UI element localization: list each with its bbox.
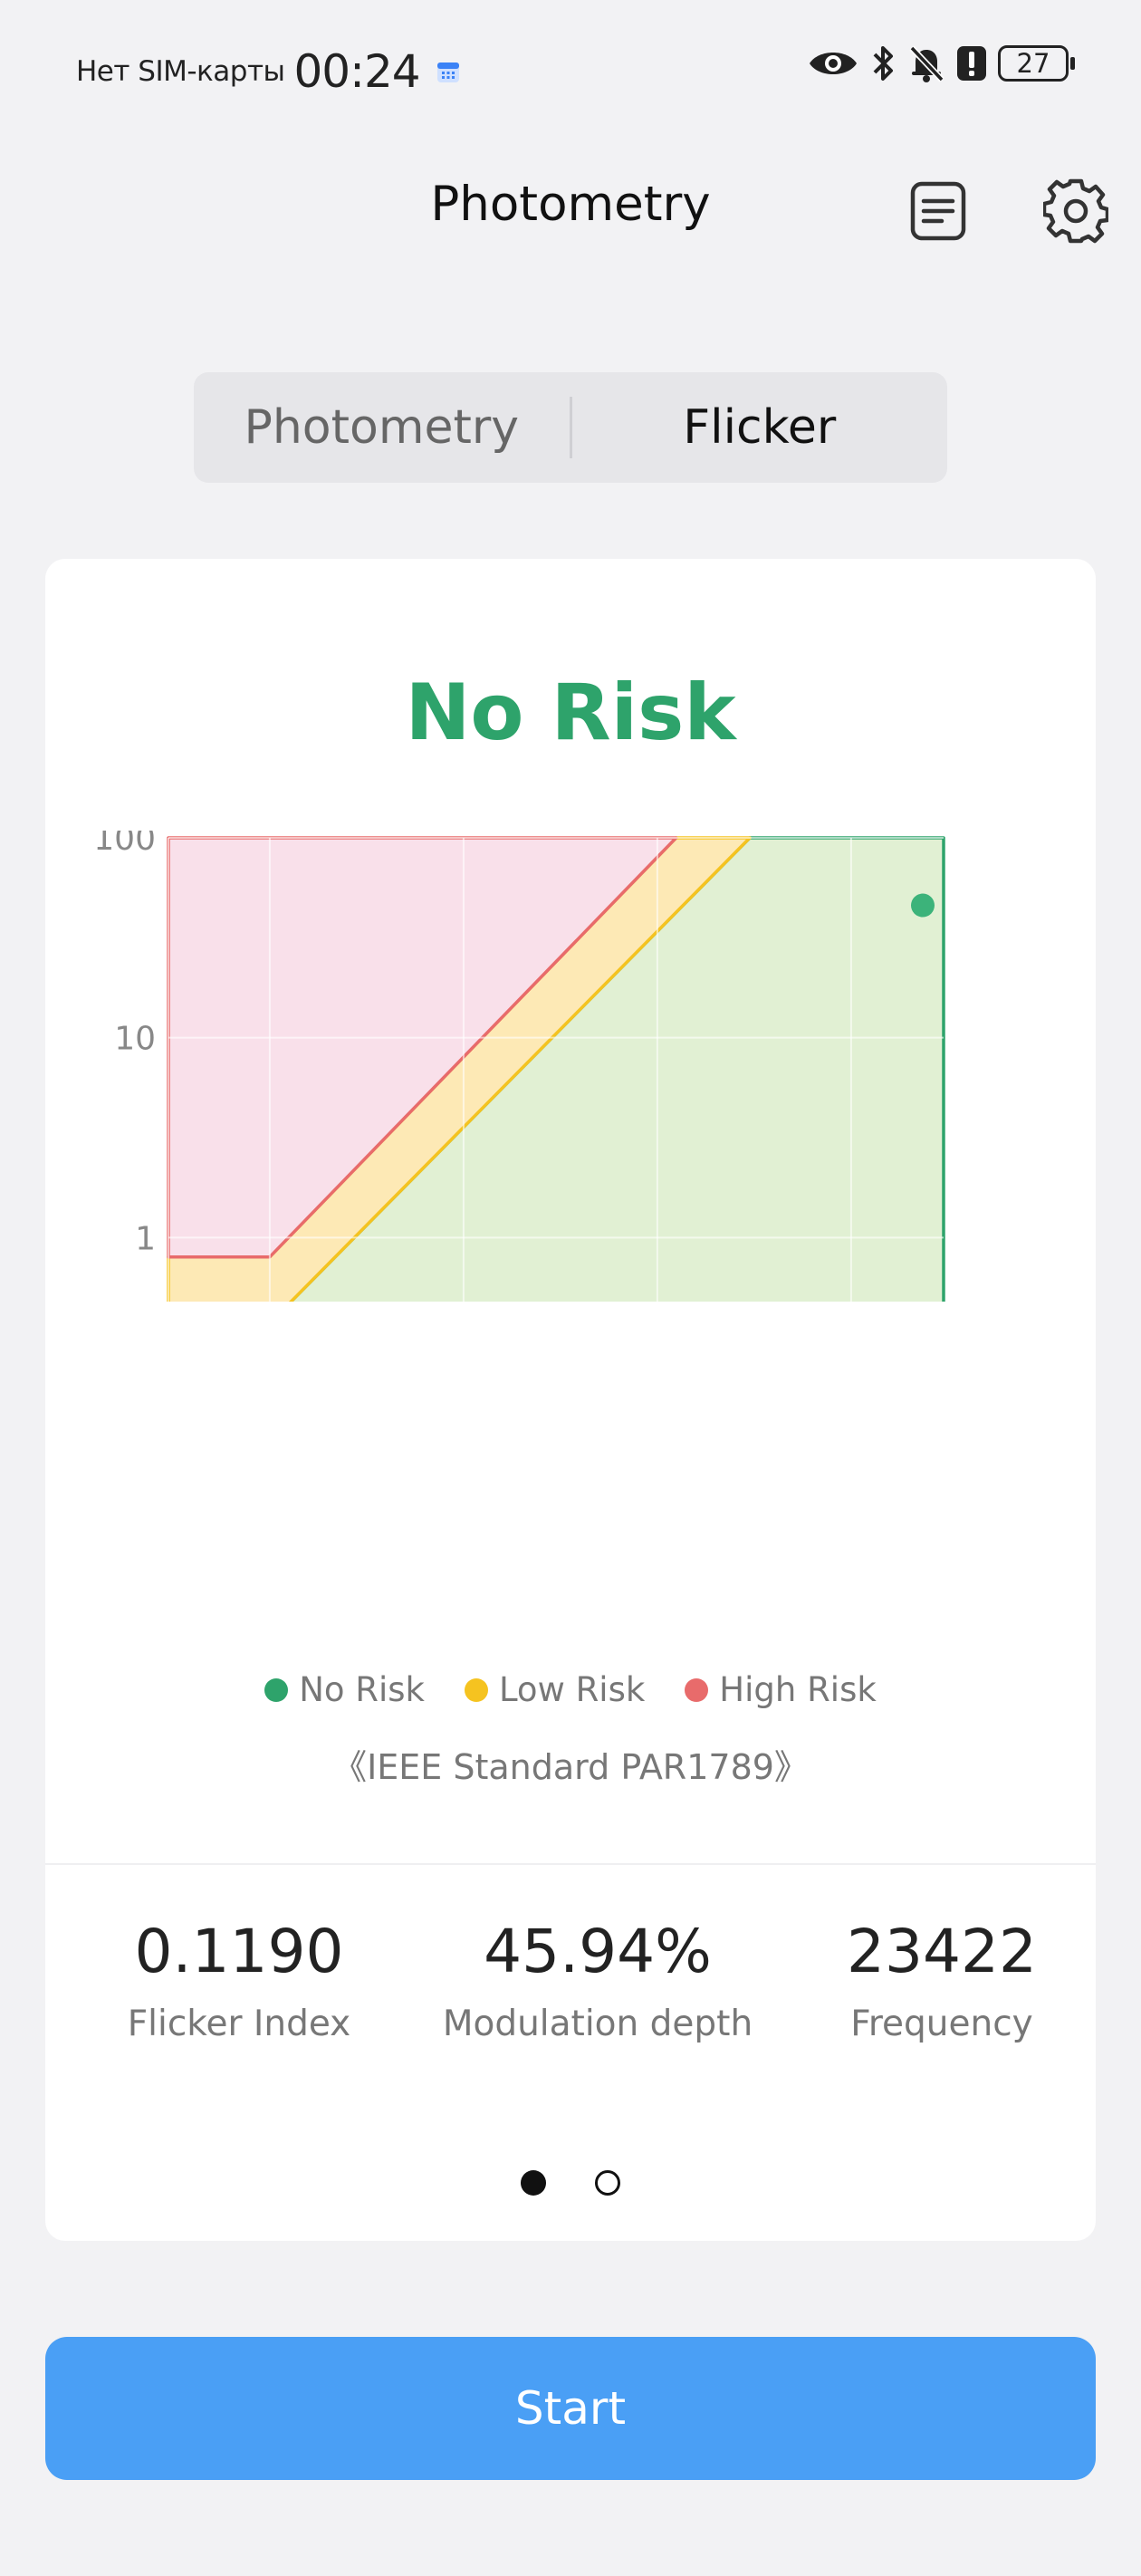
stat-modulation-depth: 45.94% Modulation depth: [408, 1917, 788, 2045]
tab-divider: [569, 397, 572, 458]
page-dot-1[interactable]: [521, 2170, 546, 2196]
stat-frequency: 23422 Frequency: [788, 1917, 1096, 2045]
status-bar-left: Нет SIM-карты 00:24: [76, 45, 462, 98]
mode-tabs: Photometry Flicker: [194, 372, 947, 483]
report-icon: [910, 181, 966, 241]
clock: 00:24: [293, 45, 420, 98]
page-indicator: [45, 2170, 1096, 2196]
page-title: Photometry: [430, 177, 711, 232]
carrier-label: Нет SIM-карты: [76, 55, 285, 88]
risk-status-title: No Risk: [405, 668, 736, 758]
flicker-result-card: No Risk Modulation(%)0.11101003101001000…: [45, 559, 1096, 2241]
legend-dot-no-risk: [264, 1677, 289, 1702]
modulation-depth-label: Modulation depth: [442, 2004, 753, 2044]
stat-flicker-index: 0.1190 Flicker Index: [67, 1917, 411, 2045]
legend-item-no-risk: No Risk: [264, 1670, 425, 1709]
card-divider: [45, 1863, 1096, 1865]
y-tick-label: 10: [114, 1021, 156, 1058]
legend-dot-high-risk: [685, 1677, 709, 1702]
standard-reference: 《IEEE Standard PAR1789》: [332, 1747, 809, 1787]
frequency-value: 23422: [847, 1917, 1037, 1986]
modulation-depth-value: 45.94%: [484, 1917, 712, 1986]
tab-flicker[interactable]: Flicker: [683, 400, 837, 455]
legend-label-no-risk: No Risk: [299, 1670, 425, 1709]
flicker-chart: Modulation(%)0.1110100310100100010000Fre…: [45, 753, 1096, 1552]
bell-off-icon: [909, 45, 944, 82]
tab-photometry[interactable]: Photometry: [244, 400, 520, 455]
y-tick-label: 100: [93, 831, 156, 858]
legend-item-low-risk: Low Risk: [464, 1670, 646, 1709]
frequency-label: Frequency: [850, 2004, 1033, 2044]
flicker-risk-chart: Modulation(%)0.1110100310100100010000Fre…: [84, 753, 968, 1552]
y-tick-label: 1: [135, 1220, 156, 1257]
page-dot-2[interactable]: [595, 2170, 620, 2196]
legend-label-low-risk: Low Risk: [498, 1670, 646, 1709]
eye-icon: [810, 53, 857, 74]
flicker-index-value: 0.1190: [134, 1917, 344, 1986]
measurement-point: [910, 893, 935, 918]
report-button[interactable]: [902, 175, 974, 247]
chart-points: [910, 893, 935, 918]
legend-label-high-risk: High Risk: [719, 1670, 877, 1709]
gear-icon: [1043, 178, 1108, 244]
status-bar-right: 27: [808, 43, 1075, 83]
battery-icon: 27: [998, 45, 1075, 82]
settings-button[interactable]: [1040, 175, 1112, 247]
bluetooth-icon: [873, 46, 893, 81]
legend-dot-low-risk: [464, 1677, 488, 1702]
alert-icon: [957, 46, 986, 81]
chart-regions: [167, 836, 945, 1439]
status-bar: Нет SIM-карты 00:24: [0, 36, 1141, 109]
legend-item-high-risk: High Risk: [685, 1670, 877, 1709]
start-button[interactable]: Start: [45, 2337, 1096, 2480]
chart-legend: No Risk Low Risk High Risk: [45, 1670, 1096, 1709]
calendar-icon: [436, 62, 459, 82]
flicker-index-label: Flicker Index: [127, 2004, 351, 2044]
